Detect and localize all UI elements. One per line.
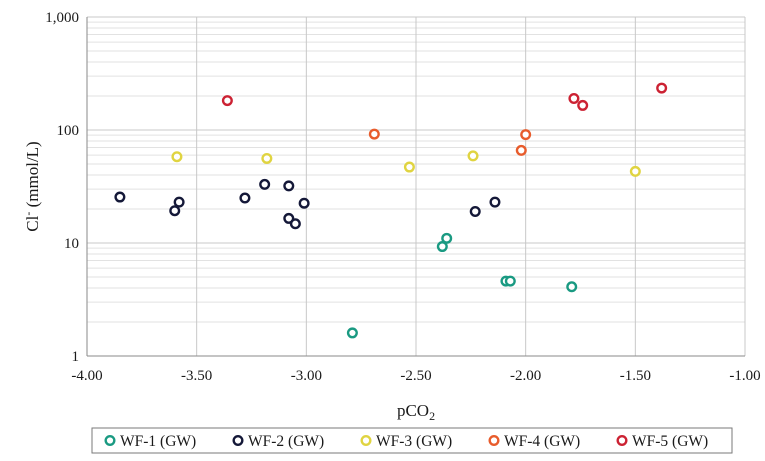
data-point-3 xyxy=(629,165,641,177)
data-point-2 xyxy=(298,197,310,209)
legend-label-3: WF-3 (GW) xyxy=(376,433,452,450)
legend-marker-4 xyxy=(488,435,500,447)
y-tick-label: 10 xyxy=(64,236,79,252)
data-point-4 xyxy=(368,128,380,140)
data-point-5 xyxy=(656,82,668,94)
data-point-1 xyxy=(436,241,448,253)
legend-marker-3 xyxy=(360,435,372,447)
legend: WF-1 (GW) WF-2 (GW) WF-3 (GW) WF-4 (GW) WF-5… xyxy=(91,427,733,454)
x-tick-label: -2.50 xyxy=(400,368,431,384)
data-point-3 xyxy=(403,161,415,173)
data-point-2 xyxy=(169,205,181,217)
x-tick-label: -3.50 xyxy=(181,368,212,384)
data-point-5 xyxy=(568,93,580,105)
legend-label-5: WF-5 (GW) xyxy=(632,433,708,450)
data-point-2 xyxy=(173,196,185,208)
data-point-1 xyxy=(504,275,516,287)
x-axis-title-main: pCO xyxy=(397,401,429,420)
legend-label-1: WF-1 (GW) xyxy=(120,433,196,450)
y-tick-label: 1,000 xyxy=(45,10,79,26)
x-axis-title: pCO2 xyxy=(397,401,435,423)
legend-frame xyxy=(91,427,733,454)
legend-marker-5 xyxy=(616,435,628,447)
x-tick-label: -4.00 xyxy=(71,368,102,384)
legend-label-2: WF-2 (GW) xyxy=(248,433,324,450)
y-axis-title-unit: (mmol/L) xyxy=(23,141,42,211)
data-point-5 xyxy=(221,95,233,107)
x-tick-label: -2.00 xyxy=(510,368,541,384)
data-point-2 xyxy=(469,206,481,218)
data-point-3 xyxy=(467,150,479,162)
y-tick-label: 1 xyxy=(72,349,80,365)
legend-marker-1 xyxy=(104,435,116,447)
y-axis-title-superscript: - xyxy=(21,212,35,216)
data-point-2 xyxy=(489,196,501,208)
y-tick-label: 100 xyxy=(57,123,80,139)
grid xyxy=(86,16,746,357)
data-point-4 xyxy=(520,129,532,141)
data-point-1 xyxy=(441,232,453,244)
data-point-3 xyxy=(261,152,273,164)
data-point-1 xyxy=(346,327,358,339)
x-axis-title-subscript: 2 xyxy=(429,409,435,423)
legend-label-4: WF-4 (GW) xyxy=(504,433,580,450)
data-point-4 xyxy=(515,144,527,156)
x-tick-label: -1.50 xyxy=(620,368,651,384)
y-axis-title-main: Cl xyxy=(23,215,42,231)
data-points xyxy=(114,82,668,339)
axes: 1 10 100 1,000 -4.00 -3.50 -3.00 -2.50 -2.00 -1.5… xyxy=(45,10,760,384)
data-point-2 xyxy=(259,178,271,190)
x-tick-label: -1.00 xyxy=(729,368,760,384)
x-tick-label: -3.00 xyxy=(291,368,322,384)
legend-marker-2 xyxy=(232,435,244,447)
data-point-3 xyxy=(171,151,183,163)
data-point-1 xyxy=(566,281,578,293)
data-point-2 xyxy=(239,192,251,204)
data-point-2 xyxy=(114,191,126,203)
data-point-2 xyxy=(289,218,301,230)
y-axis-title: Cl- (mmol/L) xyxy=(21,141,42,231)
data-point-2 xyxy=(283,180,295,192)
data-point-5 xyxy=(577,99,589,111)
